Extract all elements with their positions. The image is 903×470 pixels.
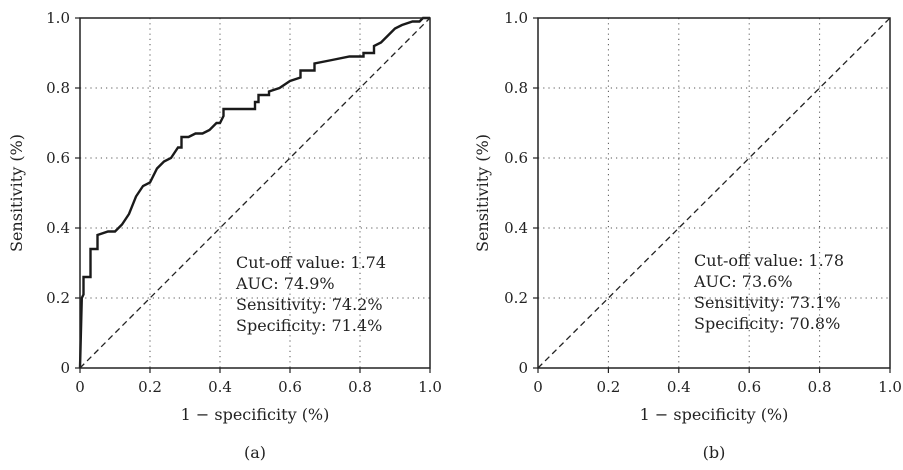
roc-panel-a: 0 0.2 0.4 0.6 0.8 1.0 0 0.2 0.4 0.6 0.8 1.0 1 − spec… — [7, 9, 442, 462]
x-tick-label: 0.4 — [208, 378, 232, 396]
y-axis-title: Sensitivity (%) — [473, 134, 492, 252]
x-tick-label: 0.8 — [808, 378, 832, 396]
reference-diagonal-line — [537, 17, 891, 369]
x-tick-label: 0.2 — [138, 378, 162, 396]
annotation-text: AUC: 73.6% — [693, 272, 793, 291]
y-tick-label: 1.0 — [504, 9, 528, 27]
panel-label: (b) — [703, 443, 726, 462]
annotation-text: Sensitivity: 74.2% — [236, 295, 383, 314]
y-tick-label: 0.4 — [504, 219, 528, 237]
annotation-text: Cut-off value: 1.74 — [236, 253, 386, 272]
annotation-text: Sensitivity: 73.1% — [694, 293, 841, 312]
y-tick-label: 0.8 — [46, 79, 70, 97]
annotation-text: AUC: 74.9% — [235, 274, 335, 293]
x-tick-label: 1.0 — [418, 378, 442, 396]
x-tick-label: 1.0 — [878, 378, 902, 396]
plot-frame — [537, 17, 891, 369]
y-tick-label: 0.4 — [46, 219, 70, 237]
x-tick-label: 0.8 — [348, 378, 372, 396]
y-tick-label: 0.2 — [46, 289, 70, 307]
y-tick-label: 0.6 — [46, 149, 70, 167]
x-tick-label: 0 — [75, 378, 85, 396]
y-tick-label: 0.6 — [504, 149, 528, 167]
x-tick-label: 0.2 — [596, 378, 620, 396]
x-tick-label: 0.4 — [667, 378, 691, 396]
x-axis-title: 1 − specificity (%) — [640, 405, 789, 424]
y-tick-label: 0.8 — [504, 79, 528, 97]
panel-label: (a) — [244, 443, 266, 462]
y-tick-label: 1.0 — [46, 9, 70, 27]
y-tick-label: 0 — [60, 359, 70, 377]
roc-panel-b: 0 0.2 0.4 0.6 0.8 1.0 0 0.2 0.4 0.6 0.8 1.0 1 − spec… — [473, 9, 902, 462]
x-axis-title: 1 − specificity (%) — [181, 405, 330, 424]
y-tick-label: 0 — [518, 359, 528, 377]
y-tick-label: 0.2 — [504, 289, 528, 307]
x-tick-label: 0.6 — [278, 378, 302, 396]
x-tick-label: 0.6 — [737, 378, 761, 396]
x-tick-label: 0 — [533, 378, 543, 396]
annotation-text: Cut-off value: 1.78 — [694, 251, 844, 270]
y-axis-title: Sensitivity (%) — [7, 134, 26, 252]
reference-diagonal-line — [79, 17, 431, 369]
plot-frame — [79, 17, 431, 369]
annotation-text: Specificity: 70.8% — [694, 314, 840, 333]
annotation-text: Specificity: 71.4% — [236, 316, 382, 335]
roc-curve-line — [78, 16, 430, 369]
